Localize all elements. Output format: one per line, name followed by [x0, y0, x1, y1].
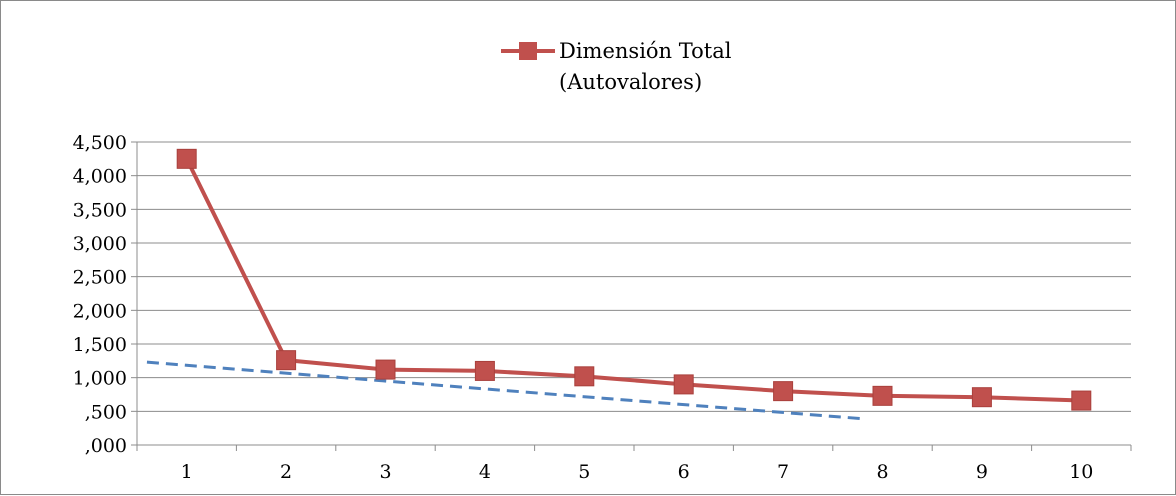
x-tick-label-6: 6 [678, 461, 690, 483]
y-tick-label-7: 3,500 [73, 199, 127, 221]
y-tick-label-6: 3,000 [73, 233, 127, 255]
data-point-10 [1071, 390, 1092, 411]
y-tick-label-5: 2,500 [73, 267, 127, 289]
data-point-4 [474, 360, 495, 381]
data-point-9 [971, 387, 992, 408]
data-point-2 [276, 350, 297, 371]
legend-label-line-1: Dimensión Total [559, 39, 732, 63]
y-axis-tick-labels: ,000 ,500 1,000 1,500 2,000 2,500 3,000 3,500 4,… [73, 132, 127, 457]
x-tick-label-10: 10 [1069, 461, 1093, 483]
x-tick-label-8: 8 [876, 461, 888, 483]
series-line [184, 157, 1082, 403]
x-tick-label-9: 9 [976, 461, 988, 483]
x-tick-label-4: 4 [479, 461, 491, 483]
y-tick-label-4: 2,000 [73, 300, 127, 322]
axes [131, 141, 1132, 451]
y-tick-label-1: ,500 [85, 401, 127, 423]
x-tick-label-7: 7 [777, 461, 789, 483]
x-axis-tick-labels: 1 2 3 4 5 6 7 8 9 10 [181, 461, 1094, 483]
data-point-5 [574, 366, 595, 387]
y-tick-label-3: 1,500 [73, 334, 127, 356]
legend-marker-swatch [519, 42, 537, 60]
data-point-6 [673, 374, 694, 395]
data-point-7 [773, 381, 794, 402]
y-tick-label-2: 1,000 [73, 368, 127, 390]
x-tick-label-3: 3 [379, 461, 391, 483]
data-point-1 [176, 148, 197, 169]
data-point-3 [375, 359, 396, 380]
gridlines [137, 141, 1131, 412]
series-group [176, 148, 1092, 411]
y-tick-label-9: 4,500 [73, 132, 127, 154]
y-tick-label-0: ,000 [85, 435, 127, 457]
x-tick-label-2: 2 [280, 461, 292, 483]
data-point-8 [872, 385, 893, 406]
legend: Dimensión Total (Autovalores) [501, 39, 732, 94]
legend-label-line-2: (Autovalores) [559, 70, 702, 94]
reference-dashed-line [146, 360, 863, 421]
x-tick-label-5: 5 [578, 461, 590, 483]
x-tick-label-1: 1 [181, 461, 193, 483]
y-tick-label-8: 4,000 [73, 166, 127, 188]
reference-line-group [146, 360, 863, 421]
